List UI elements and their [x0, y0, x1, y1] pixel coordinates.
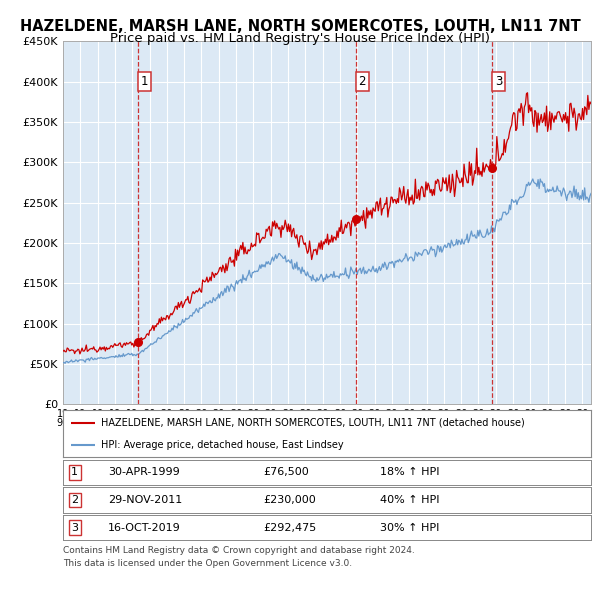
Text: £292,475: £292,475 — [263, 523, 317, 533]
Text: Price paid vs. HM Land Registry's House Price Index (HPI): Price paid vs. HM Land Registry's House … — [110, 32, 490, 45]
Text: 16-OCT-2019: 16-OCT-2019 — [108, 523, 181, 533]
Text: 18% ↑ HPI: 18% ↑ HPI — [380, 467, 439, 477]
Text: 29-NOV-2011: 29-NOV-2011 — [108, 495, 182, 505]
Text: 2: 2 — [71, 495, 78, 505]
Text: £230,000: £230,000 — [263, 495, 316, 505]
Text: 1: 1 — [71, 467, 78, 477]
Text: HAZELDENE, MARSH LANE, NORTH SOMERCOTES, LOUTH, LN11 7NT (detached house): HAZELDENE, MARSH LANE, NORTH SOMERCOTES,… — [101, 418, 525, 428]
Text: 3: 3 — [495, 75, 502, 88]
Text: HPI: Average price, detached house, East Lindsey: HPI: Average price, detached house, East… — [101, 440, 344, 450]
Text: 30-APR-1999: 30-APR-1999 — [108, 467, 179, 477]
Text: £76,500: £76,500 — [263, 467, 310, 477]
Text: 1: 1 — [140, 75, 148, 88]
Text: HAZELDENE, MARSH LANE, NORTH SOMERCOTES, LOUTH, LN11 7NT: HAZELDENE, MARSH LANE, NORTH SOMERCOTES,… — [20, 19, 580, 34]
Text: 2: 2 — [359, 75, 366, 88]
Text: This data is licensed under the Open Government Licence v3.0.: This data is licensed under the Open Gov… — [63, 559, 352, 568]
Text: 3: 3 — [71, 523, 78, 533]
Text: 40% ↑ HPI: 40% ↑ HPI — [380, 495, 439, 505]
Text: Contains HM Land Registry data © Crown copyright and database right 2024.: Contains HM Land Registry data © Crown c… — [63, 546, 415, 555]
Text: 30% ↑ HPI: 30% ↑ HPI — [380, 523, 439, 533]
